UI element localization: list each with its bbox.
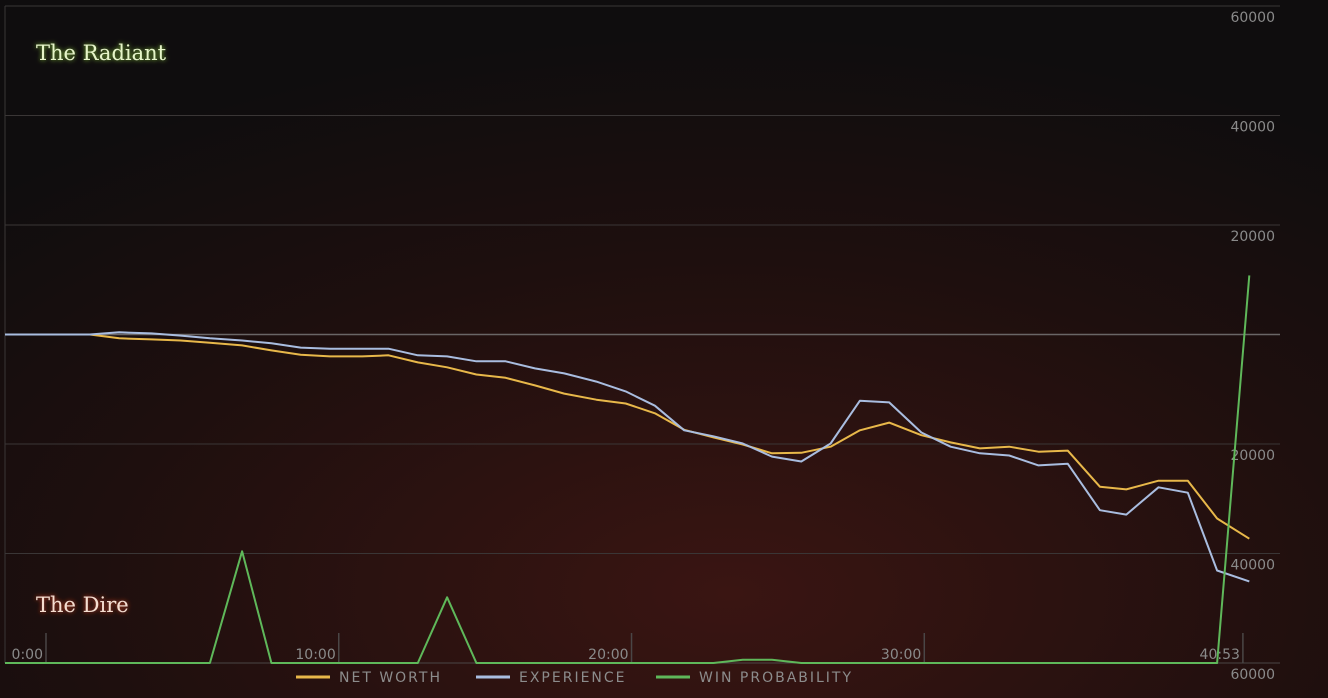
y-tick-label: 60000 <box>1230 10 1275 26</box>
x-tick-label: 0:00 <box>12 647 43 663</box>
x-tick-label: 20:00 <box>588 647 628 663</box>
y-tick-label: 20000 <box>1230 448 1275 464</box>
dire-label: The Dire <box>36 593 129 617</box>
legend-label: WIN PROBABILITY <box>699 670 853 686</box>
x-tick-label: 10:00 <box>295 647 335 663</box>
x-tick-label: 30:00 <box>881 647 921 663</box>
y-tick-label: 20000 <box>1230 229 1275 245</box>
y-tick-label: 60000 <box>1230 667 1275 683</box>
x-tick-label: 40:53 <box>1200 647 1240 663</box>
radiant-label: The Radiant <box>36 41 167 65</box>
legend-label: EXPERIENCE <box>519 670 627 686</box>
series-line <box>5 331 1250 583</box>
y-tick-label: 40000 <box>1230 558 1275 574</box>
legend-label: NET WORTH <box>339 670 442 686</box>
series-line <box>5 333 1250 540</box>
y-tick-label: 40000 <box>1230 120 1275 136</box>
series-line <box>5 275 1251 664</box>
